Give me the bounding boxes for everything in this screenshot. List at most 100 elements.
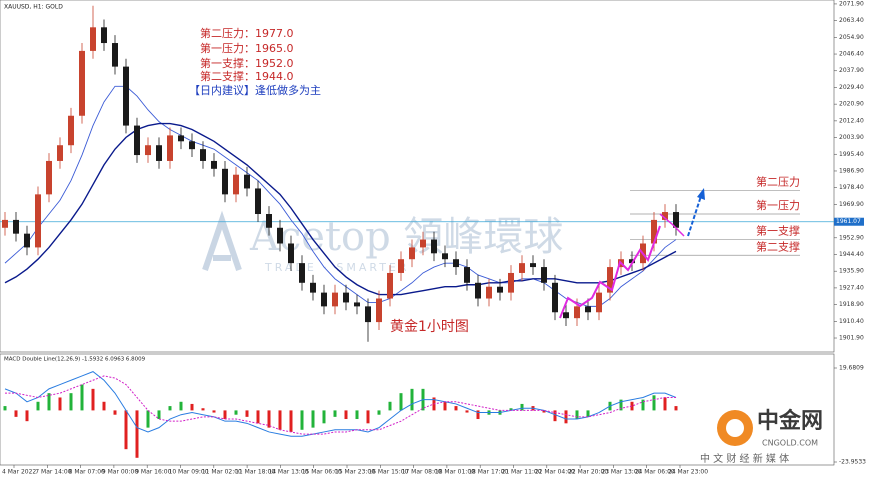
macd-bar: [223, 410, 227, 420]
candle-body: [607, 267, 613, 293]
note: 第二支撑：1944.0: [200, 69, 294, 83]
y-tick-label: 2046.40: [839, 51, 864, 58]
x-tick-label: 17 Mar 08:00: [402, 469, 442, 476]
macd-bar: [520, 403, 524, 411]
y-tick-label: 2063.40: [839, 17, 864, 24]
logo-name: 中金网: [757, 408, 823, 434]
candle-body: [673, 212, 679, 228]
macd-bar: [366, 410, 370, 424]
macd-line: [5, 375, 676, 435]
candle-body: [134, 125, 140, 156]
y-tick-label: 1986.90: [839, 167, 864, 174]
y-tick-label: 2012.40: [839, 117, 864, 124]
candle-body: [266, 214, 272, 228]
candle-body: [585, 306, 591, 313]
macd-bar: [641, 399, 645, 411]
macd-bar: [355, 410, 359, 420]
candle-body: [596, 292, 602, 313]
macd-bar: [300, 410, 304, 430]
macd-bar: [80, 384, 84, 411]
x-tick-label: 23 Mar 13:00: [601, 469, 641, 476]
candle-body: [299, 263, 305, 283]
candle-body: [277, 227, 283, 244]
x-tick-label: 11 Mar 18:00: [235, 469, 275, 476]
macd-bar: [91, 388, 95, 411]
macd-bar: [630, 401, 634, 411]
current-price-box: [834, 217, 864, 226]
candle-body: [255, 188, 261, 215]
candle-body: [35, 194, 41, 248]
watermark-tagline: TRADE · SMARTER: [264, 261, 410, 274]
x-tick-label: 24 Mar 23:00: [668, 469, 708, 476]
level-label: 第二压力: [756, 174, 800, 188]
macd-bar: [454, 406, 458, 411]
candle-body: [101, 27, 107, 44]
candle-body: [409, 247, 415, 260]
macd-bar: [212, 410, 216, 413]
advice: 【日内建议】逢低做多为主: [189, 83, 321, 97]
y-tick-label: 1910.40: [839, 318, 864, 325]
candle-body: [288, 243, 294, 264]
candle-body: [321, 292, 327, 307]
macd-title: MACD Double Line(12,26,9) -1.5932 6.0963…: [4, 357, 146, 363]
macd-bar: [586, 410, 590, 417]
candle-body: [629, 259, 635, 264]
candle-body: [2, 219, 8, 228]
macd-line: [4, 371, 677, 437]
x-tick-label: 9 Mar 00:00: [102, 469, 138, 476]
y-tick-label: 1901.90: [839, 335, 864, 342]
x-tick-label: 10 Mar 09:00: [169, 469, 209, 476]
macd-bar: [47, 393, 51, 411]
candle-body: [574, 306, 580, 319]
candle-body: [79, 50, 85, 116]
x-tick-label: 11 Mar 02:00: [202, 469, 242, 476]
candle-body: [123, 66, 129, 126]
path-annotation: [559, 225, 661, 319]
candle-body: [398, 259, 404, 273]
candle-body: [24, 233, 30, 248]
candle-body: [662, 212, 668, 220]
y-tick-label: 1969.90: [839, 201, 864, 208]
level-label: 第一支撑: [756, 224, 800, 238]
watermark-brand: Acetop 領峰環球: [249, 214, 563, 260]
candle-body: [464, 267, 470, 283]
macd-bar: [168, 406, 172, 411]
macd-bar: [289, 410, 293, 432]
candle-body: [189, 141, 195, 150]
candle-body: [13, 219, 19, 234]
macd-bar: [179, 401, 183, 411]
candle-body: [541, 267, 547, 283]
candle-body: [442, 253, 448, 260]
macd-bar: [124, 410, 128, 450]
candle-body: [420, 239, 426, 248]
macd-bar: [267, 410, 271, 428]
moving-average: [4, 85, 677, 307]
candle-body: [46, 160, 52, 195]
macd-bar: [652, 395, 656, 411]
logo-icon-inner: [726, 419, 744, 437]
macd-bar: [674, 406, 678, 411]
macd-bar: [333, 410, 337, 417]
symbol-title: XAUUSD, H1: GOLD: [4, 4, 63, 11]
y-tick-label: 2029.40: [839, 84, 864, 91]
macd-bar: [113, 410, 117, 415]
candle-body: [475, 282, 481, 299]
macd-bar: [201, 408, 205, 411]
y-tick-label: 1927.40: [839, 284, 864, 291]
candle-body: [365, 306, 371, 323]
candle-body: [508, 272, 514, 293]
candle-body: [431, 239, 437, 254]
macd-bar: [14, 410, 18, 417]
logo-slogan: 中 文 财 经 新 媒 体: [700, 452, 789, 465]
candle-body: [90, 27, 96, 51]
candle-body: [354, 302, 360, 307]
macd-bar: [542, 410, 546, 413]
candle-body: [68, 115, 74, 146]
macd-bar: [388, 401, 392, 411]
candle-body: [211, 160, 217, 169]
macd-bar: [245, 410, 249, 417]
y-tick-label: 1995.40: [839, 151, 864, 158]
x-tick-label: 22 Mar 04:00: [535, 469, 575, 476]
x-tick-label: 14 Mar 13:00: [268, 469, 308, 476]
